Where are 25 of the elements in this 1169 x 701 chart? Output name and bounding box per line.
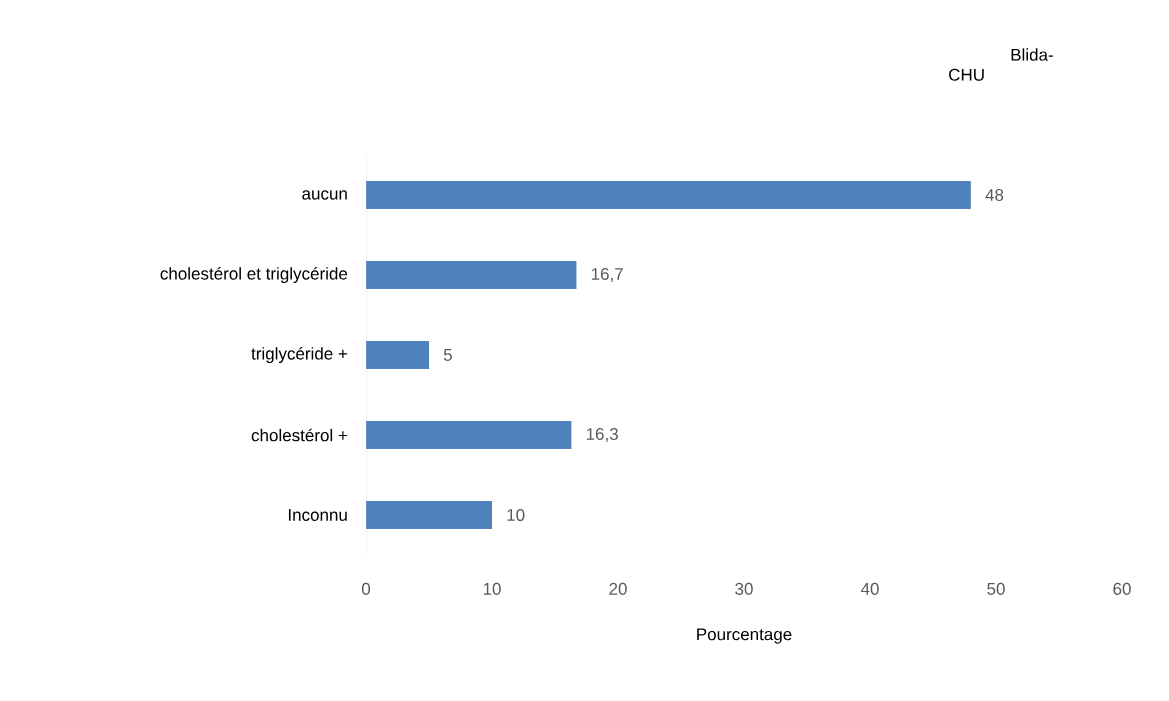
- y-tick-label: cholestérol +: [251, 428, 348, 442]
- data-label: 16,3: [586, 427, 618, 443]
- text: Blida-: [1011, 48, 1053, 61]
- x-tick-label: 30: [735, 582, 753, 595]
- bar: [366, 180, 971, 209]
- data-label: 48: [985, 188, 1004, 202]
- y-tick-label: triglycéride +: [251, 346, 348, 364]
- bar: [366, 260, 577, 289]
- y-tick-label: cholestérol et triglycéride: [160, 266, 348, 284]
- x-tick-label: 10: [483, 582, 501, 595]
- y-tick-label: aucun: [302, 190, 347, 200]
- bar: [366, 500, 493, 529]
- x-tick-label: 60: [1113, 582, 1131, 595]
- text: CHU: [949, 68, 984, 81]
- data-label: 5: [443, 349, 452, 361]
- x-tick-label: 40: [860, 582, 879, 595]
- data-label: 10: [507, 508, 525, 522]
- bar: [366, 420, 572, 449]
- y-tick-label: Inconnu: [288, 509, 347, 521]
- bar: [366, 340, 430, 369]
- x-tick-label: 20: [609, 582, 627, 595]
- x-tick-label: 0: [361, 582, 371, 595]
- x-axis-title: Pourcentage: [697, 628, 792, 644]
- data-label: 16,7: [591, 267, 623, 283]
- x-tick-label: 50: [987, 582, 1005, 595]
